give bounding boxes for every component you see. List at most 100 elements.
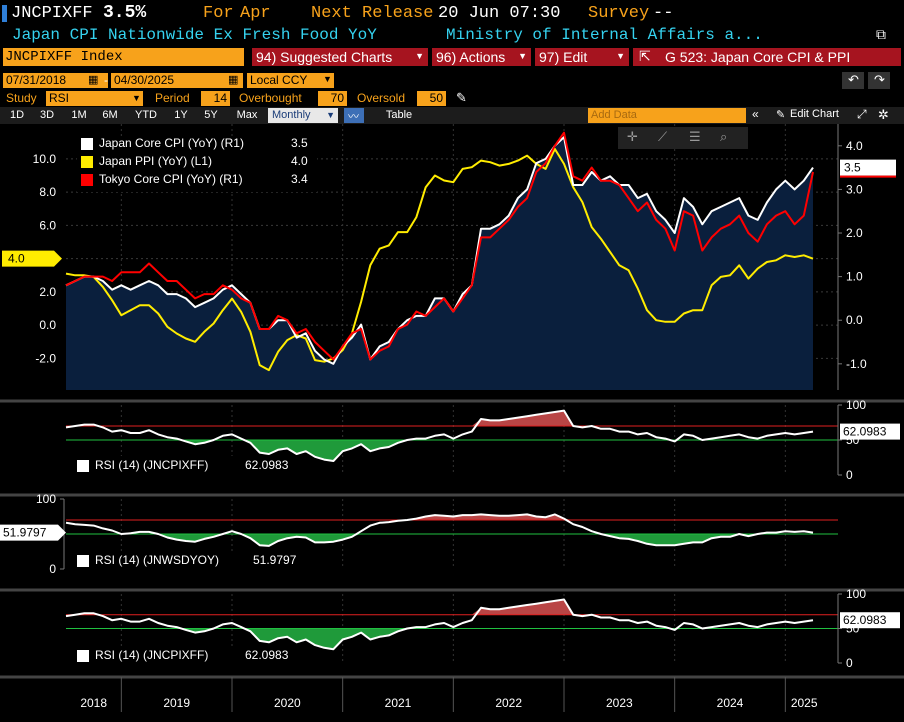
- for-value: Apr: [240, 4, 271, 23]
- rsi-3-overbought-fill: [75, 599, 574, 615]
- rsi-1-tick-label: 100: [846, 398, 866, 412]
- description-bar: Japan CPI Nationwide Ex Fresh Food YoY M…: [0, 26, 904, 46]
- popout-icon[interactable]: ⧉: [876, 26, 886, 42]
- add-data-input[interactable]: Add Data: [588, 108, 746, 123]
- survey-label: Survey: [588, 4, 650, 23]
- left-tick-label: 0.0: [39, 318, 56, 332]
- actions-button[interactable]: 96) Actions ▼: [432, 48, 531, 66]
- rsi-legend-2: RSI (14) (JNWSDYOY) 51.9797: [73, 551, 309, 571]
- right-tick-label: 4.0: [846, 139, 863, 153]
- rsi-1-line: [65, 409, 814, 462]
- range-1m[interactable]: 1M: [71, 109, 87, 121]
- security-marker: [2, 5, 7, 22]
- right-tick-label: 2.0: [846, 226, 863, 240]
- left-tick-label: 6.0: [39, 218, 56, 232]
- x-tick-label: 2018: [80, 696, 107, 710]
- chart-template-button[interactable]: ⇱ G 523: Japan Core CPI & PPI: [633, 48, 901, 66]
- undo-button[interactable]: ↶: [842, 72, 864, 89]
- rsi-3-line: [65, 598, 814, 651]
- last-value: 3.5%: [103, 3, 147, 23]
- x-tick-label: 2023: [606, 696, 633, 710]
- period-input[interactable]: 14: [201, 91, 230, 106]
- next-release-value: 20 Jun 07:30: [438, 4, 561, 23]
- overbought-input[interactable]: 70: [318, 91, 347, 106]
- list-icon[interactable]: ☰: [689, 129, 701, 144]
- draw-icon[interactable]: ⟋: [658, 129, 668, 144]
- range-6m[interactable]: 6M: [102, 109, 118, 121]
- currency-select[interactable]: Local CCY: [247, 73, 334, 88]
- gear-icon[interactable]: ✲: [878, 107, 889, 122]
- frequency-select[interactable]: Monthly ▼: [268, 108, 338, 123]
- zoom-icon[interactable]: ⤢: [857, 107, 867, 121]
- rsi-2-tick-label: 100: [36, 492, 56, 506]
- x-tick-label: 2019: [163, 696, 190, 710]
- launch-icon: ⇱: [639, 48, 651, 64]
- rsi-1-value-tag: [840, 423, 900, 440]
- dropdown-icon: ▼: [326, 110, 335, 120]
- period-label: Period: [155, 91, 190, 105]
- end-date-field[interactable]: 04/30/2025: [111, 73, 243, 88]
- calendar-icon[interactable]: ▦: [228, 74, 239, 86]
- date-bar: 07/31/2018 ▦ - 04/30/2025 ▦ Local CCY ▼ …: [0, 70, 904, 90]
- core-cpi-last-tag-label: 3.5: [844, 161, 861, 175]
- right-tick-label: -1.0: [846, 357, 867, 371]
- x-axis: 2018 2019 2020 2021 2022 2023 2024 2025: [0, 675, 904, 722]
- main-legend: Japan Core CPI (YoY) (R1) 3.5 Japan PPI …: [77, 136, 317, 192]
- header-bar: JNCPIXFF 3.5% For Apr Next Release 20 Ju…: [0, 0, 904, 26]
- edit-chart-icon: ✎: [776, 109, 786, 121]
- rsi-2-value-tag: [0, 524, 66, 541]
- legend-swatch-yellow: [81, 156, 93, 168]
- collapse-icon[interactable]: «: [752, 107, 759, 121]
- rsi-2-line: [65, 513, 814, 547]
- ticker[interactable]: JNCPIXFF: [11, 4, 93, 23]
- rsi-1-tick-label: 0: [846, 468, 853, 482]
- range-bar: 1D 3D 1M 6M YTD 1Y 5Y Max Monthly ▼ 〰 Ta…: [0, 107, 904, 124]
- survey-value: --: [653, 4, 674, 23]
- crosshair-icon[interactable]: ✛: [627, 129, 638, 144]
- index-field[interactable]: JNCPIXFF Index: [3, 48, 244, 66]
- right-tick-label: 1.0: [846, 270, 863, 284]
- pencil-icon[interactable]: ✎: [456, 90, 467, 105]
- oversold-input[interactable]: 50: [417, 91, 446, 106]
- dropdown-icon: ▼: [616, 51, 625, 61]
- x-tick-label: 2020: [274, 696, 301, 710]
- core-cpi-area: [66, 137, 813, 390]
- next-release-label: Next Release: [311, 4, 434, 23]
- suggested-charts-button[interactable]: 94) Suggested Charts ▼: [252, 48, 428, 66]
- oversold-label: Oversold: [357, 91, 406, 105]
- rsi-1-value-tag-label: 62.0983: [843, 425, 887, 439]
- edit-chart-button[interactable]: Edit Chart: [790, 108, 839, 120]
- range-3d[interactable]: 3D: [39, 109, 55, 121]
- range-ytd[interactable]: YTD: [135, 109, 157, 121]
- x-tick-label: 2021: [385, 696, 412, 710]
- rsi-3-oversold-fill: [176, 628, 684, 650]
- range-max[interactable]: Max: [236, 109, 258, 121]
- source-name: Ministry of Internal Affairs a...: [446, 26, 763, 44]
- legend-swatch-white: [81, 138, 93, 150]
- range-5y[interactable]: 5Y: [204, 109, 218, 121]
- right-tick-label: 3.0: [846, 182, 863, 196]
- table-button[interactable]: Table: [385, 109, 413, 121]
- calendar-icon[interactable]: ▦: [88, 74, 99, 86]
- rsi-2-value-tag-label: 51.9797: [3, 526, 47, 540]
- start-date-field[interactable]: 07/31/2018: [3, 73, 108, 88]
- index-label: JNCPIXFF Index: [5, 49, 123, 65]
- rsi-1-overbought-fill: [75, 410, 574, 426]
- right-tick-label: 0.0: [846, 313, 863, 327]
- study-select[interactable]: RSI: [46, 91, 143, 106]
- magnifier-icon[interactable]: ⌕: [720, 129, 728, 144]
- legend-swatch-red: [81, 174, 93, 186]
- x-tick-label: 2024: [717, 696, 744, 710]
- rsi-2-tick-label: 0: [49, 562, 56, 576]
- chart-area[interactable]: 10.0 8.0 6.0 4.0 2.0 0.0 -2.0 4.0 3.0 2.0 1.0 0.0 -1…: [0, 124, 904, 722]
- japan-core-cpi-line: [65, 136, 814, 365]
- chart-type-button[interactable]: 〰: [344, 108, 364, 123]
- left-tick-label: 2.0: [39, 285, 56, 299]
- range-1d[interactable]: 1D: [9, 109, 25, 121]
- redo-button[interactable]: ↷: [868, 72, 890, 89]
- edit-button[interactable]: 97) Edit ▼: [535, 48, 629, 66]
- tokyo-tag-underline: [840, 175, 896, 178]
- range-1y[interactable]: 1Y: [174, 109, 188, 121]
- rsi-3-value-tag: [840, 612, 900, 629]
- series-description: Japan CPI Nationwide Ex Fresh Food YoY: [12, 26, 377, 44]
